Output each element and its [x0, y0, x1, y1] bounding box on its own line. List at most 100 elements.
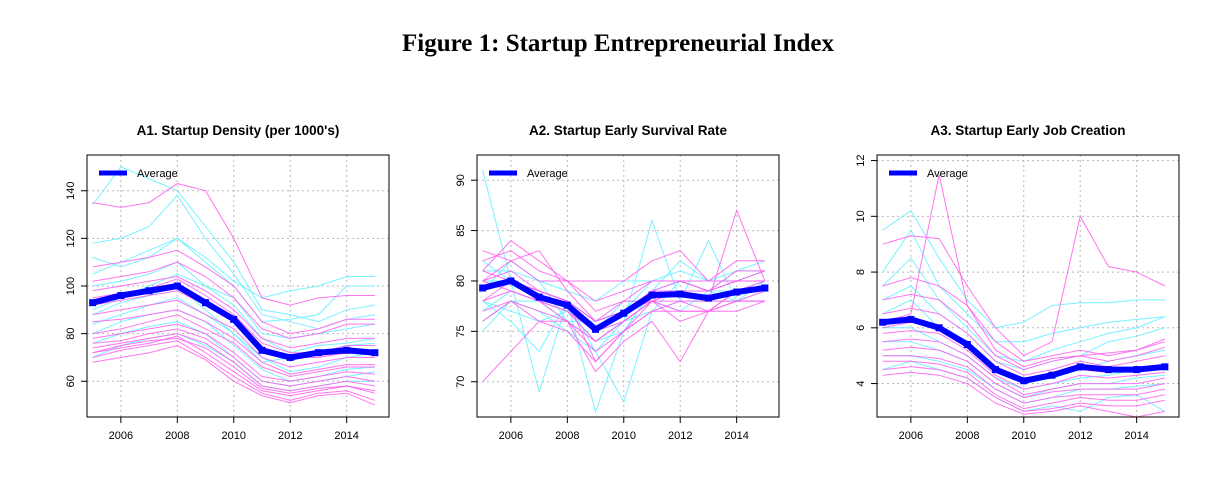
- average-point: [704, 294, 712, 302]
- x-tick-label: 2012: [278, 430, 302, 442]
- y-tick-label: 80: [65, 328, 77, 340]
- average-point: [371, 349, 379, 357]
- y-tick-label: 4: [855, 380, 867, 386]
- y-tick-label: 140: [65, 182, 77, 200]
- average-point: [676, 290, 684, 298]
- y-tick-label: 100: [65, 277, 77, 295]
- average-point: [592, 325, 600, 333]
- state-line-magenta: [482, 300, 765, 363]
- average-point: [479, 284, 487, 292]
- state-line-cyan: [882, 209, 1165, 329]
- average-point: [89, 299, 97, 307]
- average-point: [286, 353, 294, 361]
- average-point: [535, 293, 543, 301]
- average-point: [648, 291, 656, 299]
- state-line-magenta: [92, 335, 376, 397]
- y-tick-label: 90: [455, 174, 467, 186]
- x-tick-label: 2014: [1124, 430, 1148, 442]
- y-tick-label: 85: [455, 224, 467, 236]
- figure-title: Figure 1: Startup Entrepreneurial Index: [402, 30, 834, 57]
- y-tick-label: 75: [455, 325, 467, 337]
- average-point: [173, 282, 181, 290]
- series-group: [89, 166, 379, 406]
- panel-a1-startup-density: A1. Startup Density (per 1000's) 2006 2008…: [65, 123, 390, 442]
- state-line-magenta: [482, 250, 765, 302]
- y-tick-label: 70: [455, 376, 467, 388]
- x-tick-label: 2008: [165, 430, 189, 442]
- y-tick-label: 60: [65, 375, 77, 387]
- x-tick-label: 2010: [222, 430, 246, 442]
- state-line-magenta: [92, 333, 375, 392]
- state-line-magenta: [92, 314, 375, 378]
- x-tick-label: 2006: [899, 430, 923, 442]
- state-line-magenta: [882, 355, 1165, 404]
- average-point: [963, 341, 971, 349]
- average-point: [507, 277, 515, 285]
- average-point: [935, 324, 943, 332]
- state-line-magenta: [882, 360, 1165, 410]
- average-point: [258, 346, 266, 354]
- average-point: [879, 318, 887, 326]
- state-line-magenta: [882, 293, 1166, 371]
- panel-a2-startup-survival-rate: A2. Startup Early Survival Rate 2006 2008 2…: [455, 123, 780, 442]
- legend-label: Average: [927, 168, 968, 180]
- state-line-magenta: [482, 240, 766, 282]
- state-line-cyan: [92, 261, 375, 354]
- state-line-magenta: [92, 275, 375, 349]
- state-line-magenta: [92, 309, 375, 375]
- average-point: [1020, 377, 1028, 385]
- average-point: [1104, 366, 1112, 374]
- x-tick-label: 2008: [555, 430, 579, 442]
- average-point: [1048, 371, 1056, 379]
- panel-a3-startup-job-creation: A3. Startup Early Job Creation 2006 2008 20…: [855, 123, 1180, 442]
- plot-frame: [476, 154, 780, 418]
- state-line-magenta: [882, 214, 1166, 357]
- state-line-magenta: [92, 328, 375, 387]
- x-tick-label: 2008: [955, 430, 979, 442]
- state-line-magenta: [92, 344, 376, 406]
- state-line-magenta: [882, 277, 1166, 362]
- state-line-magenta: [92, 299, 375, 368]
- state-line-magenta: [92, 323, 375, 382]
- average-point: [117, 292, 125, 300]
- average-point: [992, 366, 1000, 374]
- state-line-magenta: [92, 337, 375, 394]
- state-line-cyan: [92, 237, 375, 299]
- state-line-magenta: [482, 250, 765, 312]
- x-tick-label: 2006: [109, 430, 133, 442]
- y-tick-label: 10: [855, 210, 867, 222]
- average-point: [1076, 363, 1084, 371]
- x-tick-label: 2006: [499, 430, 523, 442]
- state-line-magenta: [882, 371, 1165, 417]
- average-point: [1133, 366, 1141, 374]
- state-line-cyan: [882, 229, 1165, 343]
- series-group: [479, 169, 769, 414]
- x-tick-label: 2010: [612, 430, 636, 442]
- state-line-magenta: [92, 340, 376, 401]
- y-tick-label: 80: [455, 275, 467, 287]
- panel-title: A1. Startup Density (per 1000's): [137, 123, 340, 138]
- state-line-cyan: [92, 297, 375, 373]
- x-tick-label: 2014: [334, 430, 358, 442]
- state-line-magenta: [882, 346, 1165, 399]
- state-line-magenta: [92, 183, 375, 306]
- state-line-magenta: [882, 174, 1166, 368]
- state-line-magenta: [92, 261, 375, 339]
- y-tick-label: 6: [855, 325, 867, 331]
- state-line-cyan: [92, 309, 375, 382]
- state-line-magenta: [882, 366, 1165, 412]
- average-point: [145, 287, 153, 295]
- x-tick-label: 2012: [1068, 430, 1092, 442]
- average-point: [1161, 363, 1169, 371]
- y-tick-label: 8: [855, 269, 867, 275]
- state-line-magenta: [882, 330, 1165, 390]
- average-point: [733, 288, 741, 296]
- state-line-magenta: [92, 249, 375, 335]
- average-point: [563, 301, 571, 309]
- average-point: [202, 299, 210, 307]
- state-line-magenta: [882, 307, 1165, 376]
- panel-title: A3. Startup Early Job Creation: [930, 123, 1125, 138]
- average-point: [343, 346, 351, 354]
- legend-label: Average: [137, 168, 178, 180]
- series-group: [879, 174, 1169, 417]
